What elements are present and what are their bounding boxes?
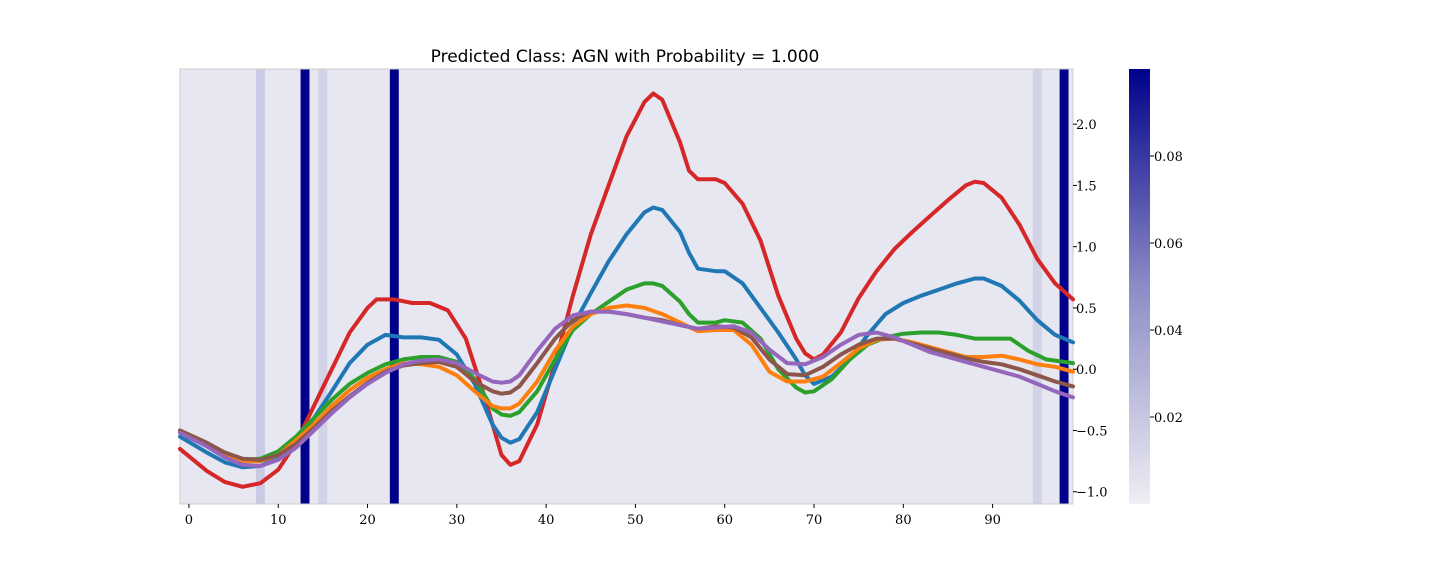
y-tick-label: 0.0 <box>1076 363 1097 378</box>
x-tick-label: 50 <box>627 513 644 528</box>
x-tick-label: 90 <box>984 513 1001 528</box>
x-tick-label: 40 <box>538 513 555 528</box>
colorbar-tick-label: 0.02 <box>1154 411 1183 426</box>
y-tick-label: 1.5 <box>1076 179 1097 194</box>
y-tick-label: 1.0 <box>1076 241 1097 256</box>
heatmap-bin <box>1059 69 1069 504</box>
colorbar <box>1129 69 1150 504</box>
series-line-1 <box>178 91 1075 489</box>
heatmap-bin <box>255 69 265 504</box>
x-tick-label: 10 <box>270 513 287 528</box>
y-tick-label: 0.5 <box>1076 302 1097 317</box>
plot-frame <box>179 68 1074 505</box>
y-tick-label: −0.5 <box>1076 424 1108 439</box>
x-axis: 0 10 20 30 40 50 60 70 80 90 <box>185 504 1001 528</box>
series-line-3 <box>178 281 1075 462</box>
heatmap-bin <box>318 69 328 504</box>
x-tick-label: 0 <box>185 513 193 528</box>
x-tick-label: 70 <box>806 513 823 528</box>
x-tick-label: 30 <box>449 513 466 528</box>
series-line-2 <box>178 205 1075 470</box>
heatmap-bin <box>300 69 310 504</box>
y-tick-label: −1.0 <box>1076 486 1108 501</box>
chart-title: Predicted Class: AGN with Probability = … <box>431 47 820 67</box>
x-tick-label: 60 <box>716 513 733 528</box>
series-layer <box>178 91 1075 489</box>
y-tick-label: 2.0 <box>1076 118 1097 133</box>
heatmap-bin <box>389 69 399 504</box>
colorbar-tick-label: 0.04 <box>1154 324 1183 339</box>
colorbar-tick-label: 0.08 <box>1154 150 1183 165</box>
series-line-6 <box>178 309 1075 468</box>
x-tick-label: 80 <box>895 513 912 528</box>
colorbar-tick-label: 0.06 <box>1154 237 1183 252</box>
y-axis: −1.0 −0.5 0.0 0.5 1.0 1.5 2.0 <box>1073 118 1108 501</box>
colorbar-axis: 0.02 0.04 0.06 0.08 <box>1150 150 1183 426</box>
heatmap-bin <box>1032 69 1042 504</box>
x-tick-label: 20 <box>359 513 376 528</box>
